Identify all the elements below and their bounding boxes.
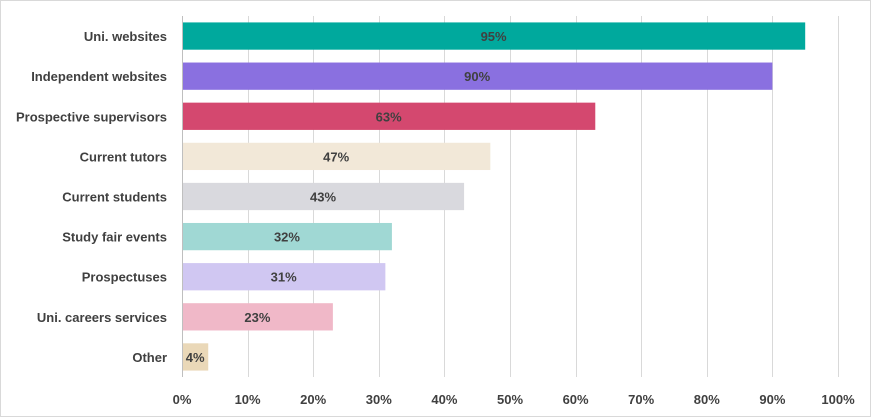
data-label: 4% [186,350,205,365]
data-label: 47% [323,149,349,164]
category-label: Current tutors [80,149,167,164]
data-label: 23% [244,310,270,325]
category-label: Current students [62,190,167,205]
bar [183,62,773,90]
x-tick-label: 40% [431,392,457,407]
category-label: Uni. websites [84,29,167,44]
x-tick-label: 0% [173,392,192,407]
x-tick-label: 60% [563,392,589,407]
bar [183,303,333,331]
bar [183,222,392,251]
x-tick-label: 10% [235,392,261,407]
category-label: Uni. careers services [37,310,167,325]
data-label: 63% [376,109,402,124]
bar [183,102,596,130]
data-label: 90% [464,69,490,84]
category-label: Independent websites [31,69,167,84]
bar [183,182,465,211]
data-label: 95% [481,29,507,44]
x-tick-labels: 0% 10% 20% 30% 40% 50% 60% 70% 80% 90% 100% [173,392,855,407]
x-tick-label: 100% [821,392,855,407]
x-tick-label: 70% [628,392,654,407]
x-tick-label: 50% [497,392,523,407]
x-tick-label: 20% [300,392,326,407]
x-tick-label: 90% [759,392,785,407]
category-label: Prospectuses [82,270,167,285]
bars [183,22,806,371]
category-label: Prospective supervisors [16,109,167,124]
data-label: 31% [271,270,297,285]
category-label: Study fair events [62,230,167,245]
data-label: 32% [274,230,300,245]
bar [183,343,209,371]
data-labels: 95% 90% 63% 47% 43% 32% 31% 23% 4% [186,29,507,365]
bar [183,263,386,291]
category-labels: Uni. websites Independent websites Prospec… [16,29,167,365]
bar [183,142,491,171]
data-label: 43% [310,190,336,205]
bar [183,22,806,50]
category-label: Other [132,350,167,365]
x-tick-label: 80% [694,392,720,407]
x-tick-label: 30% [366,392,392,407]
